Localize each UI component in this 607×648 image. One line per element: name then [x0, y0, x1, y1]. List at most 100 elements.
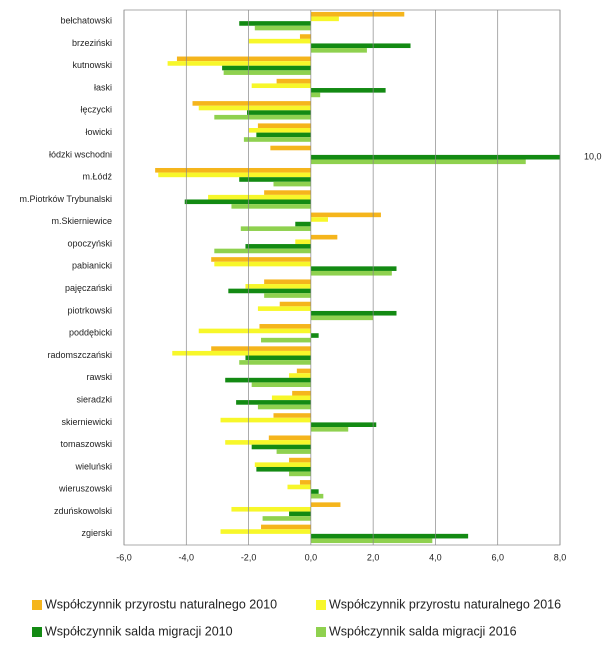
bar — [299, 34, 311, 39]
bar — [310, 217, 328, 222]
bar — [310, 154, 560, 160]
bar — [310, 270, 392, 276]
x-tick-label: 0,0 — [305, 552, 318, 562]
bar — [211, 346, 311, 351]
bar — [257, 404, 311, 410]
bar — [310, 333, 319, 338]
bar — [231, 506, 311, 512]
legend-swatch — [32, 600, 42, 610]
bar — [198, 328, 311, 334]
bar — [289, 373, 311, 378]
bar — [310, 266, 397, 271]
y-tick-label: bełchatowski — [60, 16, 112, 26]
bar — [198, 105, 311, 111]
bar — [287, 484, 311, 490]
bar — [310, 159, 526, 165]
bar — [222, 65, 311, 71]
value-label: 10,0 — [584, 152, 602, 162]
y-tick-label: m.Piotrków Trybunalski — [19, 194, 112, 204]
bars — [155, 11, 560, 544]
bar — [245, 244, 311, 249]
bar — [295, 221, 311, 227]
y-tick-label: m.Skierniewice — [51, 216, 112, 226]
bar — [310, 43, 411, 49]
bar — [259, 324, 311, 329]
y-tick-label: łaski — [94, 82, 112, 92]
bar — [296, 368, 311, 374]
bar — [289, 471, 311, 477]
bar — [279, 301, 311, 307]
bar — [310, 212, 381, 218]
bar — [251, 382, 311, 388]
y-tick-label: pajęczański — [65, 283, 112, 293]
bar — [223, 70, 311, 75]
bar — [273, 181, 311, 187]
bar — [245, 284, 311, 289]
y-tick-label: poddębicki — [69, 328, 112, 338]
bar — [167, 61, 311, 66]
y-tick-label: piotrkowski — [67, 305, 112, 315]
bar — [310, 538, 433, 544]
bar — [310, 533, 469, 539]
bar — [289, 457, 311, 463]
bar — [273, 413, 311, 418]
bar — [192, 101, 311, 106]
x-tick-label: -4,0 — [179, 552, 195, 562]
bar — [214, 114, 311, 120]
x-tick-label: -6,0 — [116, 552, 132, 562]
bar — [257, 306, 311, 311]
bar — [310, 493, 324, 499]
legend-label: Współczynnik salda migracji 2010 — [45, 624, 233, 638]
legend: Współczynnik przyrostu naturalnego 2010 W… — [32, 597, 561, 638]
x-tick-label: 2,0 — [367, 552, 380, 562]
bar — [310, 426, 349, 432]
y-tick-label: m.Łódź — [82, 172, 112, 182]
bar — [289, 511, 311, 517]
y-tick-label: skierniewicki — [61, 417, 112, 427]
bar — [264, 293, 311, 298]
y-tick-label: pabianicki — [72, 261, 112, 271]
bar — [310, 16, 339, 22]
bar — [310, 88, 386, 93]
y-tick-label: rawski — [86, 372, 112, 382]
bar — [225, 440, 311, 445]
bar — [214, 248, 311, 254]
legend-swatch — [316, 627, 326, 637]
bar — [292, 390, 311, 396]
y-tick-label: zduńskowolski — [54, 506, 112, 516]
bar — [310, 502, 341, 507]
bar — [211, 257, 311, 262]
y-tick-label: brzeziński — [72, 38, 112, 48]
x-tick-label: -2,0 — [241, 552, 257, 562]
bar — [310, 310, 397, 316]
bar — [231, 204, 311, 209]
bar — [251, 83, 311, 89]
bar — [220, 529, 311, 534]
legend-swatch — [316, 600, 326, 610]
bar — [225, 377, 311, 383]
bar — [264, 190, 311, 195]
bar — [220, 417, 311, 423]
bar — [240, 226, 311, 231]
y-tick-label: wieruszowski — [58, 484, 112, 494]
bar — [310, 422, 377, 427]
bar — [276, 78, 311, 84]
bar — [247, 110, 311, 115]
bar — [176, 56, 311, 62]
legend-label: Współczynnik przyrostu naturalnego 2010 — [45, 597, 277, 611]
y-tick-label: radomszczański — [47, 350, 112, 360]
bar — [310, 92, 321, 98]
bar — [239, 177, 311, 182]
bar — [214, 261, 311, 267]
bar — [239, 21, 311, 26]
bar — [262, 516, 311, 521]
bar — [310, 11, 405, 17]
y-tick-label: łęczycki — [80, 105, 112, 115]
bar — [243, 137, 311, 142]
bar — [254, 25, 311, 31]
bar — [184, 199, 311, 205]
y-tick-label: opoczyński — [67, 238, 112, 248]
bar — [310, 234, 338, 240]
y-tick-label: łódzki wschodni — [49, 149, 112, 159]
bar — [268, 435, 311, 441]
